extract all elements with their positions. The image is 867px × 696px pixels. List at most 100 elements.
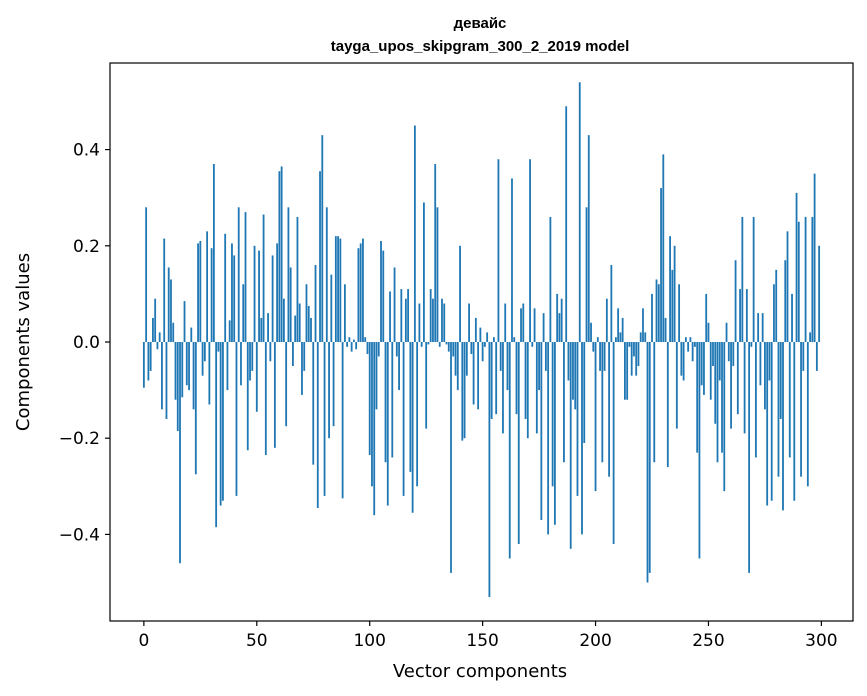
bar: [472, 342, 475, 405]
bar: [495, 342, 498, 415]
bar: [698, 342, 701, 559]
bar: [513, 337, 516, 342]
bar: [770, 342, 773, 501]
bar: [201, 342, 204, 376]
bar: [253, 245, 256, 342]
bar: [423, 202, 425, 342]
bar: [563, 342, 565, 463]
bar: [678, 284, 681, 342]
bar: [529, 159, 531, 342]
bar: [296, 216, 299, 342]
bar: [773, 284, 775, 342]
bar: [764, 342, 766, 410]
bar: [644, 332, 647, 342]
bar: [434, 164, 437, 342]
bar: [377, 342, 380, 357]
bar: [750, 342, 753, 347]
bar: [782, 342, 784, 511]
bar: [240, 342, 242, 386]
bar: [393, 267, 396, 342]
x-tick-label: 250: [692, 631, 724, 651]
bar: [723, 342, 726, 492]
bar: [316, 342, 319, 508]
bar: [624, 342, 626, 400]
bar: [745, 289, 748, 342]
bar: [359, 243, 362, 342]
bar: [614, 337, 617, 342]
bar: [364, 337, 367, 342]
bar: [264, 342, 267, 456]
bar: [176, 342, 179, 431]
bar: [251, 342, 254, 371]
bar: [743, 342, 746, 434]
x-tick-label: 300: [805, 631, 837, 651]
bar: [450, 342, 452, 573]
bar: [486, 332, 489, 342]
bar: [707, 322, 710, 342]
bar: [646, 342, 649, 583]
bar: [517, 342, 520, 545]
bar: [413, 125, 416, 342]
bar: [386, 342, 389, 506]
bar: [551, 342, 554, 487]
bar: [628, 342, 631, 347]
bar: [601, 342, 604, 463]
bar: [332, 342, 335, 427]
bar: [752, 216, 755, 342]
bar: [409, 342, 412, 472]
bar: [757, 313, 760, 342]
bar: [319, 171, 321, 342]
bar: [497, 159, 500, 342]
bar: [736, 342, 739, 415]
bar: [608, 342, 610, 477]
bar: [705, 293, 708, 342]
bar: [258, 250, 260, 342]
bar: [237, 207, 240, 342]
bar: [795, 192, 798, 342]
bar: [804, 216, 807, 342]
bar: [350, 342, 353, 352]
bar: [190, 327, 193, 342]
bar: [567, 342, 570, 381]
bar: [793, 342, 796, 501]
bar: [596, 337, 599, 342]
bar: [818, 245, 821, 342]
bar: [524, 342, 527, 419]
bar: [578, 82, 581, 343]
bar: [373, 342, 376, 516]
bar: [560, 298, 563, 342]
bars-group: [142, 82, 821, 597]
y-axis-ticks: −0.4 −0.2 0.0 0.2 0.4: [59, 141, 110, 545]
bar: [436, 207, 439, 342]
bar: [777, 342, 780, 477]
bar: [158, 332, 161, 342]
bar: [499, 342, 502, 371]
bar: [549, 216, 552, 342]
bar: [310, 317, 312, 342]
bar: [285, 342, 288, 427]
bar: [811, 216, 814, 342]
bar: [538, 342, 540, 391]
bar: [312, 342, 315, 465]
bar: [194, 342, 197, 475]
bar: [321, 135, 324, 342]
bar: [502, 342, 504, 434]
bar: [273, 342, 276, 448]
bar: [671, 269, 674, 342]
bar: [163, 238, 166, 342]
bar: [569, 342, 572, 549]
x-tick-label: 0: [138, 631, 149, 651]
bar: [802, 342, 805, 371]
bar: [167, 267, 170, 342]
bar: [739, 289, 741, 342]
chart-title: девайс: [454, 15, 507, 32]
bar: [587, 135, 590, 342]
bar: [224, 233, 227, 342]
bar: [470, 342, 473, 355]
bar: [371, 342, 373, 487]
bar: [282, 298, 285, 342]
bar: [657, 284, 660, 342]
bar: [249, 342, 251, 381]
bar: [468, 303, 470, 342]
bar: [664, 317, 667, 342]
